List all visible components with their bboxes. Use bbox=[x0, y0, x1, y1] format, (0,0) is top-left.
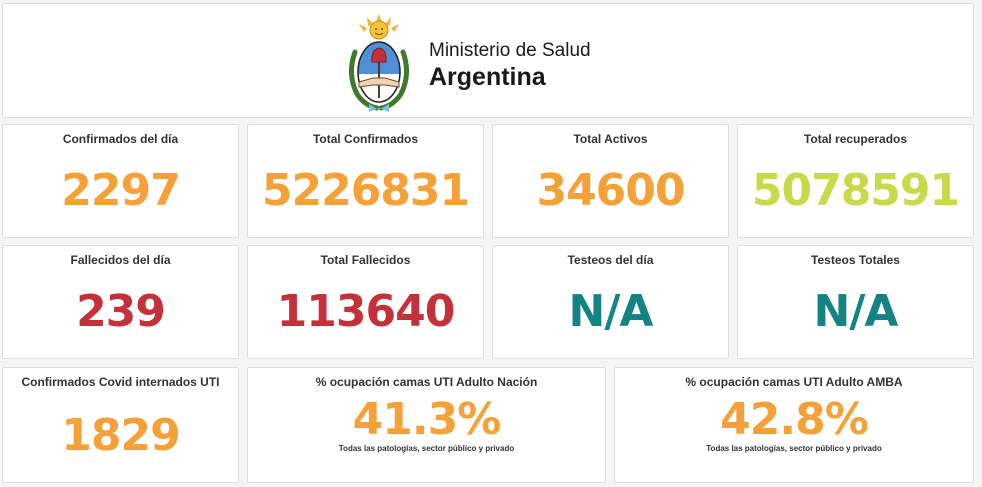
panel-value: 42.8% bbox=[720, 394, 869, 445]
panel-value: 5226831 bbox=[261, 165, 470, 216]
panel-value: N/A bbox=[568, 286, 654, 337]
argentina-coat-of-arms-icon bbox=[343, 12, 415, 114]
panel-title: % ocupación camas UTI Adulto AMBA bbox=[685, 375, 903, 389]
panel-title: Testeos del día bbox=[567, 253, 654, 267]
panel-ocupacion-uti-nacion: % ocupación camas UTI Adulto Nación 41.3… bbox=[247, 367, 606, 483]
panel-title: % ocupación camas UTI Adulto Nación bbox=[315, 375, 538, 389]
panel-title: Confirmados Covid internados UTI bbox=[21, 375, 220, 389]
panel-subtitle: Todas las patologías, sector público y p… bbox=[706, 444, 882, 453]
panel-fallecidos-del-dia: Fallecidos del día 239 bbox=[2, 245, 239, 359]
panel-subtitle: Todas las patologías, sector público y p… bbox=[338, 444, 515, 453]
panel-title: Confirmados del día bbox=[62, 132, 179, 146]
panel-title: Total Activos bbox=[573, 132, 648, 146]
panel-confirmados-del-dia: Confirmados del día 2297 bbox=[2, 124, 239, 238]
panel-value: N/A bbox=[813, 286, 899, 337]
panel-internados-uti: Confirmados Covid internados UTI 1829 bbox=[2, 367, 239, 483]
panel-ocupacion-uti-amba: % ocupación camas UTI Adulto AMBA 42.8% … bbox=[614, 367, 974, 483]
panel-testeos-totales: Testeos Totales N/A bbox=[737, 245, 974, 359]
panel-value: 34600 bbox=[536, 165, 685, 216]
panel-title: Total Fallecidos bbox=[320, 253, 411, 267]
country-name: Argentina bbox=[429, 63, 546, 91]
panel-title: Total recuperados bbox=[803, 132, 908, 146]
panel-value: 1829 bbox=[61, 410, 180, 461]
panel-value: 2297 bbox=[61, 165, 180, 216]
panel-title: Testeos Totales bbox=[811, 253, 900, 267]
panel-total-activos: Total Activos 34600 bbox=[492, 124, 729, 238]
panel-value: 5078591 bbox=[751, 165, 960, 216]
panel-total-recuperados: Total recuperados 5078591 bbox=[737, 124, 974, 238]
panel-value: 113640 bbox=[276, 286, 456, 337]
panel-title: Fallecidos del día bbox=[70, 253, 171, 267]
ministry-name: Ministerio de Salud bbox=[429, 40, 591, 61]
panel-testeos-del-dia: Testeos del día N/A bbox=[492, 245, 729, 359]
panel-value: 239 bbox=[76, 286, 166, 337]
panel-value: 41.3% bbox=[352, 394, 502, 445]
header-text: Ministerio de Salud Argentina bbox=[429, 40, 591, 92]
header-panel: Ministerio de Salud Argentina bbox=[2, 3, 974, 118]
panel-total-confirmados: Total Confirmados 5226831 bbox=[247, 124, 484, 238]
panel-total-fallecidos: Total Fallecidos 113640 bbox=[247, 245, 484, 359]
panel-title: Total Confirmados bbox=[312, 132, 419, 146]
